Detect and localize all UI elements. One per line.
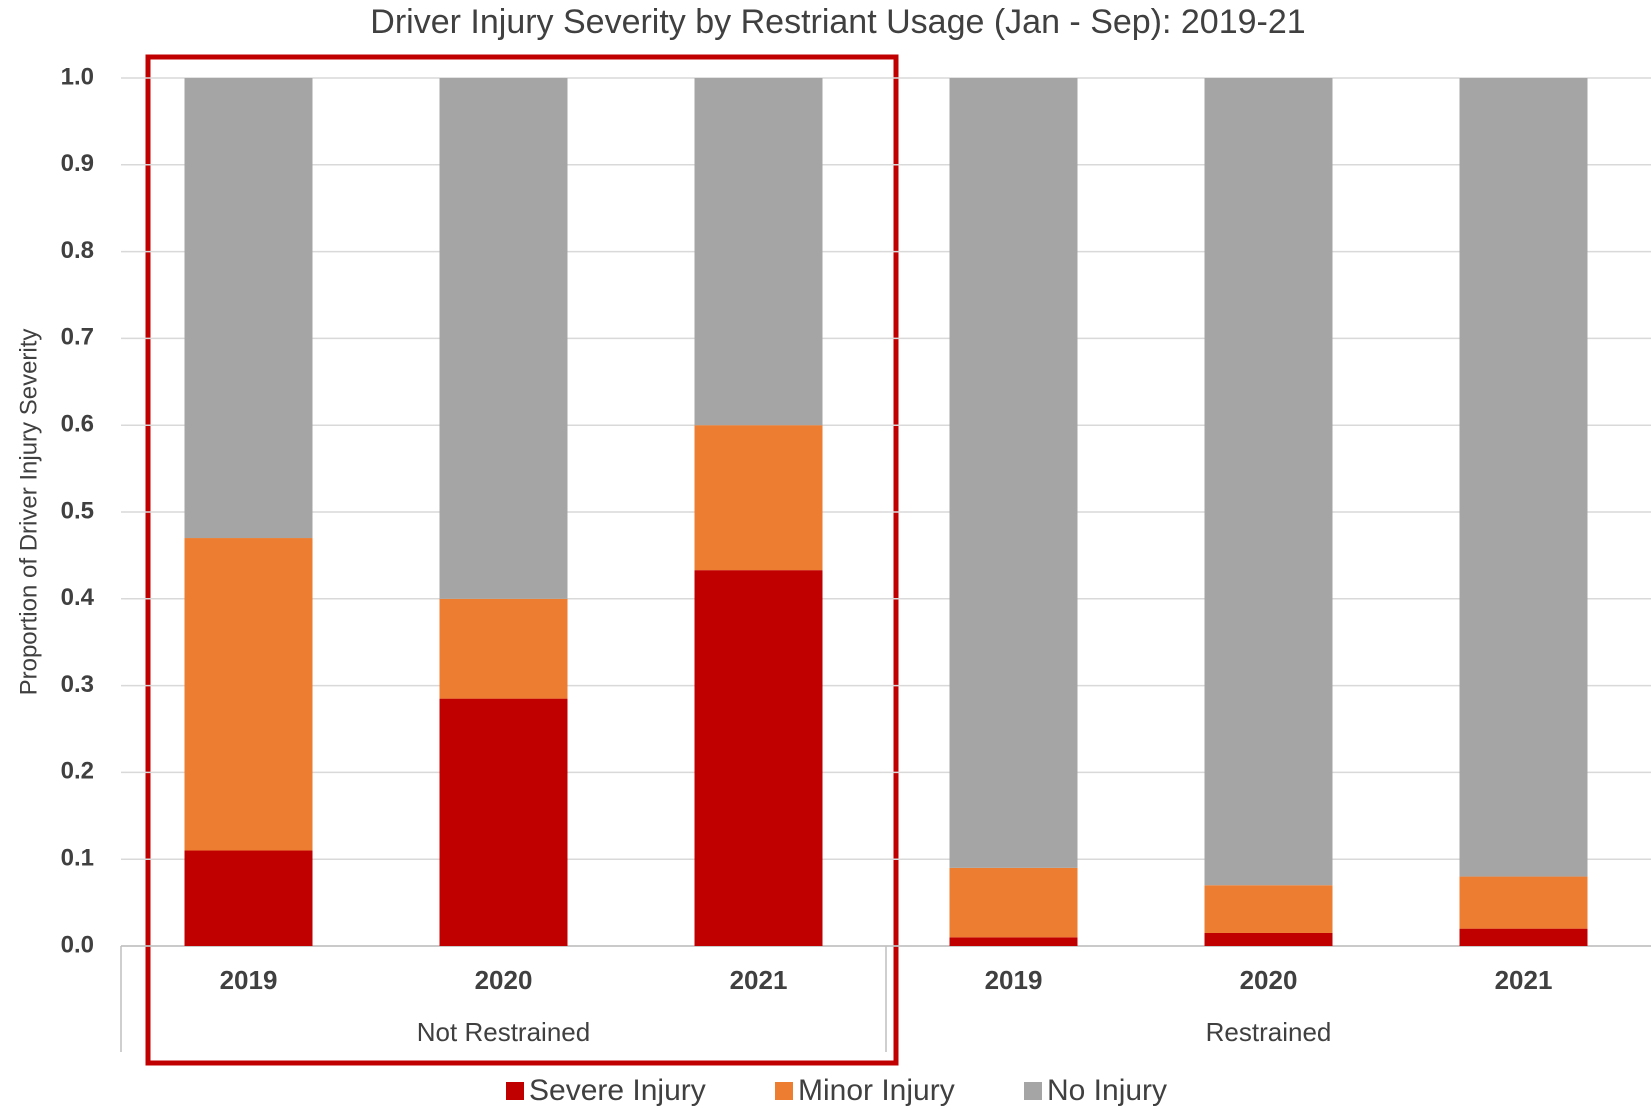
legend-swatch [506,1082,524,1100]
x-tick-label: 2021 [1495,965,1553,995]
y-tick-label: 0.4 [61,584,95,611]
bar-segment [949,937,1078,946]
y-tick-label: 0.8 [61,237,94,264]
bar-segment [1204,932,1333,946]
y-tick-label: 0.2 [61,758,94,785]
bar-segment [439,698,568,946]
bar-segment [1204,78,1333,886]
legend-label: No Injury [1047,1074,1167,1107]
x-tick-label: 2019 [985,965,1043,995]
legend-swatch [775,1082,793,1100]
x-tick-label: 2021 [730,965,788,995]
bar-segment [949,78,1078,868]
y-tick-label: 0.6 [61,411,94,438]
bar-segment [1459,876,1588,929]
bar-segment [949,867,1078,938]
x-tick-label: 2019 [220,965,278,995]
bar-segment [184,78,313,539]
highlight-box [145,54,899,1066]
bar-segment [439,598,568,699]
bar-segment [694,425,823,571]
y-tick-label: 0.1 [61,845,94,872]
bar-segment [1459,928,1588,946]
bar-segment [184,850,313,946]
x-tick-label: 2020 [1240,965,1298,995]
bar-segment [1459,78,1588,877]
legend-label: Severe Injury [529,1074,706,1107]
bar-segment [1204,885,1333,933]
legend-swatch [1024,1082,1042,1100]
x-tick-label: 2020 [475,965,533,995]
bar-segment [694,78,823,426]
y-axis-label: Proportion of Driver Injury Severity [15,329,42,696]
y-tick-label: 0.3 [61,671,94,698]
y-tick-label: 0.5 [61,497,94,524]
group-label: Not Restrained [417,1017,590,1047]
chart-title: Driver Injury Severity by Restriant Usag… [370,3,1305,41]
y-tick-label: 1.0 [61,63,94,90]
y-tick-label: 0.0 [61,931,94,958]
bar-segment [439,78,568,599]
y-tick-label: 0.9 [61,150,94,177]
bar-segment [694,570,823,946]
bar-segment [184,538,313,851]
group-label: Restrained [1206,1017,1332,1047]
y-tick-label: 0.7 [61,324,94,351]
legend-label: Minor Injury [798,1074,955,1107]
